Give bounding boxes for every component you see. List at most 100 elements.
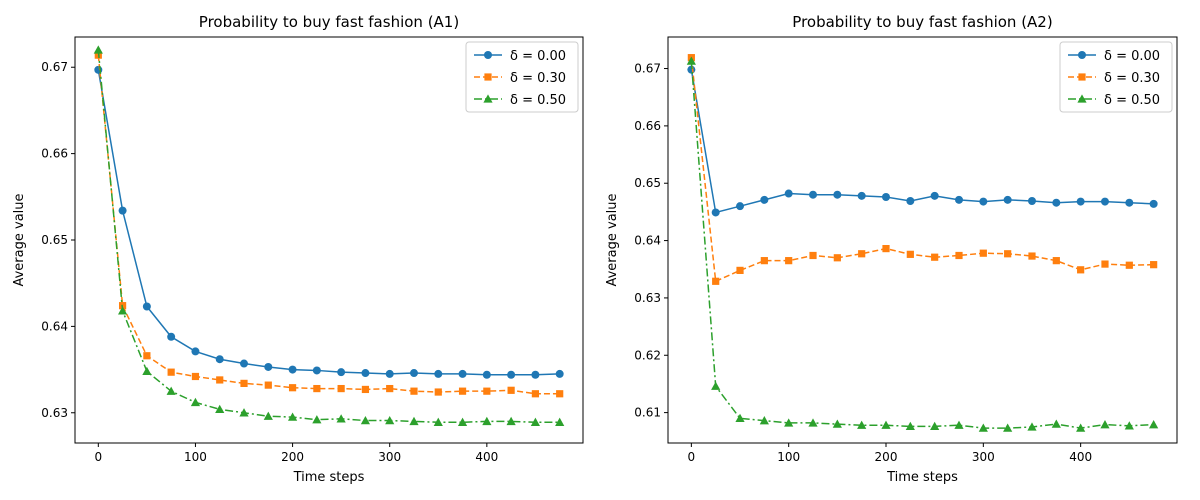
data-point <box>784 418 794 427</box>
data-point <box>760 257 768 265</box>
data-point <box>711 381 721 390</box>
data-point <box>118 206 127 215</box>
data-point <box>117 306 128 315</box>
data-point <box>506 416 516 426</box>
data-point <box>1003 423 1013 432</box>
data-point <box>360 415 371 425</box>
data-point <box>712 277 720 285</box>
data-point <box>337 384 345 393</box>
y-axis-label: Average value <box>605 193 620 286</box>
legend-marker <box>1078 51 1086 59</box>
data-point <box>808 418 818 427</box>
data-point <box>361 385 370 394</box>
data-point <box>1052 198 1061 207</box>
data-point <box>458 387 467 395</box>
series-0 <box>687 65 1158 217</box>
y-axis-label: Average value <box>12 193 27 286</box>
legend-box <box>465 41 579 113</box>
data-point <box>337 368 346 377</box>
data-point <box>433 417 443 426</box>
series-1 <box>687 54 1158 285</box>
data-point <box>167 332 176 341</box>
y-tick-label: 0.61 <box>634 406 661 420</box>
legend-entry: δ = 0.00 <box>510 49 566 64</box>
data-point <box>167 368 175 376</box>
data-point <box>215 355 224 364</box>
data-point <box>858 250 866 258</box>
y-tick-label: 0.67 <box>41 60 68 74</box>
data-point <box>312 415 322 424</box>
data-point <box>191 347 200 356</box>
y-tick-label: 0.63 <box>41 406 68 420</box>
y-tick-label: 0.62 <box>634 348 661 362</box>
data-point <box>881 420 891 429</box>
series-0 <box>94 65 564 379</box>
data-point <box>1052 257 1060 265</box>
data-point <box>264 362 273 371</box>
data-point <box>833 254 841 262</box>
chart-title: Probability to buy fast fashion (A1) <box>199 13 459 31</box>
x-tick-label: 300 <box>972 450 995 464</box>
x-tick-label: 200 <box>281 450 304 464</box>
data-point <box>166 386 176 395</box>
data-point <box>409 369 418 378</box>
data-point <box>857 191 866 200</box>
legend-marker <box>483 94 493 103</box>
legend-entry: δ = 0.50 <box>1104 93 1160 108</box>
data-point <box>954 195 963 204</box>
data-point <box>736 266 744 274</box>
data-point <box>191 372 200 381</box>
data-point <box>555 417 565 426</box>
data-point <box>1149 199 1158 208</box>
data-point <box>979 197 988 206</box>
data-point <box>457 417 468 426</box>
data-point <box>735 413 745 423</box>
x-tick-label: 0 <box>688 450 696 464</box>
legend-entry: δ = 0.50 <box>510 93 566 108</box>
data-point <box>1125 198 1134 207</box>
data-point <box>215 404 225 413</box>
legend-marker <box>1077 94 1087 103</box>
data-point <box>288 365 297 374</box>
series-line <box>690 69 1154 214</box>
data-point <box>906 250 914 258</box>
series-line <box>97 55 560 395</box>
data-point <box>483 387 491 395</box>
data-point <box>833 190 842 199</box>
data-point <box>759 416 769 425</box>
data-point <box>190 397 201 407</box>
data-point <box>1149 420 1159 429</box>
data-point <box>1076 197 1085 206</box>
data-point <box>711 208 720 217</box>
data-point <box>1077 266 1085 274</box>
data-point <box>507 370 516 379</box>
data-point <box>142 302 151 311</box>
data-point <box>1100 420 1110 429</box>
series-line <box>97 49 560 424</box>
data-point <box>142 366 152 375</box>
data-point <box>686 56 696 65</box>
data-point <box>434 388 442 396</box>
data-point <box>1027 422 1037 431</box>
data-point <box>955 251 963 260</box>
data-point <box>809 251 817 260</box>
data-point <box>312 366 321 375</box>
chart-a2: 0 100 200 300 400 0.61 0.62 0.63 0.64 0.65 0.66 0.6… <box>605 13 1178 485</box>
plot-frame <box>667 36 1178 444</box>
y-tick-label: 0.64 <box>41 319 68 333</box>
x-tick-label: 400 <box>475 450 498 464</box>
data-point <box>143 352 151 360</box>
data-point <box>216 376 224 384</box>
data-point <box>784 189 793 198</box>
legend-marker <box>1078 73 1086 81</box>
data-point <box>531 370 540 379</box>
legend-box <box>1059 41 1173 113</box>
y-tick-label: 0.66 <box>634 119 661 133</box>
data-point <box>979 249 987 257</box>
data-point <box>410 387 418 395</box>
data-point <box>482 370 491 379</box>
y-tick-label: 0.64 <box>634 234 661 248</box>
data-point <box>905 421 915 431</box>
data-point <box>857 420 867 429</box>
